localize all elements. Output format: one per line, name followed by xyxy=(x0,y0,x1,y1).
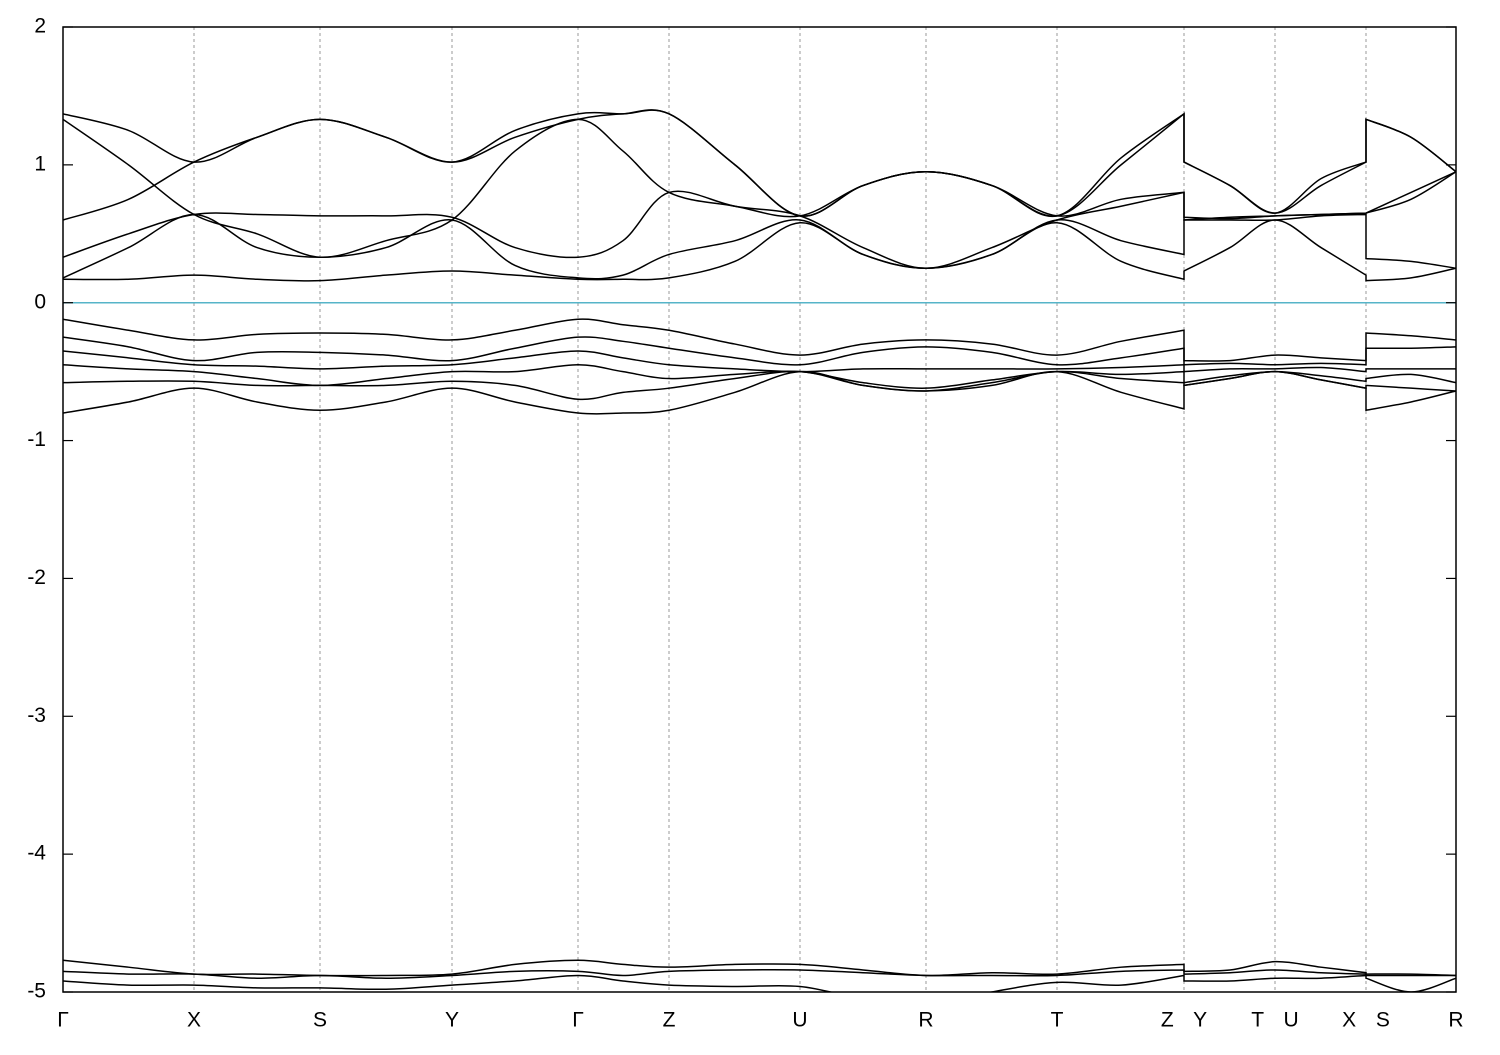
plot-frame xyxy=(62,26,1457,993)
band-line xyxy=(63,118,1456,270)
x-tick-label: U xyxy=(792,1009,807,1032)
x-tick-label: Γ xyxy=(572,1009,584,1032)
band-line xyxy=(63,370,1456,415)
band-line xyxy=(63,336,1456,366)
x-tick-label: Γ xyxy=(57,1009,69,1032)
y-tick-label: -3 xyxy=(27,704,46,727)
x-tick-label: Z Y xyxy=(1161,1009,1207,1032)
y-tick-label: 0 xyxy=(34,290,46,313)
y-tick-label: -2 xyxy=(27,566,46,589)
band-line xyxy=(63,974,1456,992)
x-tick-label: Y xyxy=(445,1009,459,1032)
x-tick-label: T xyxy=(1051,1009,1064,1032)
x-tick-label: S xyxy=(313,1009,327,1032)
y-tick-label: -4 xyxy=(27,842,46,865)
band-line xyxy=(63,968,1456,979)
band-line xyxy=(63,318,1456,362)
band-line xyxy=(63,109,1456,217)
bands xyxy=(63,109,1456,992)
y-tick-label: -1 xyxy=(27,428,46,451)
y-tick-label: 1 xyxy=(34,152,46,175)
labels: -5 -4 -3 -2 -1 0 1 2 Γ X S Y Γ Z U R T Z Y T U X S R xyxy=(27,15,1463,1032)
x-tick-label: R xyxy=(1448,1009,1463,1032)
x-tick-label: R xyxy=(918,1009,933,1032)
x-tick-label: Z xyxy=(663,1009,676,1032)
x-tick-label: T U xyxy=(1251,1009,1298,1032)
x-tick-label: X S xyxy=(1342,1009,1390,1032)
x-tick-label: X xyxy=(187,1009,201,1032)
y-tick-label: 2 xyxy=(34,15,46,38)
y-tick-label: -5 xyxy=(27,980,46,1003)
